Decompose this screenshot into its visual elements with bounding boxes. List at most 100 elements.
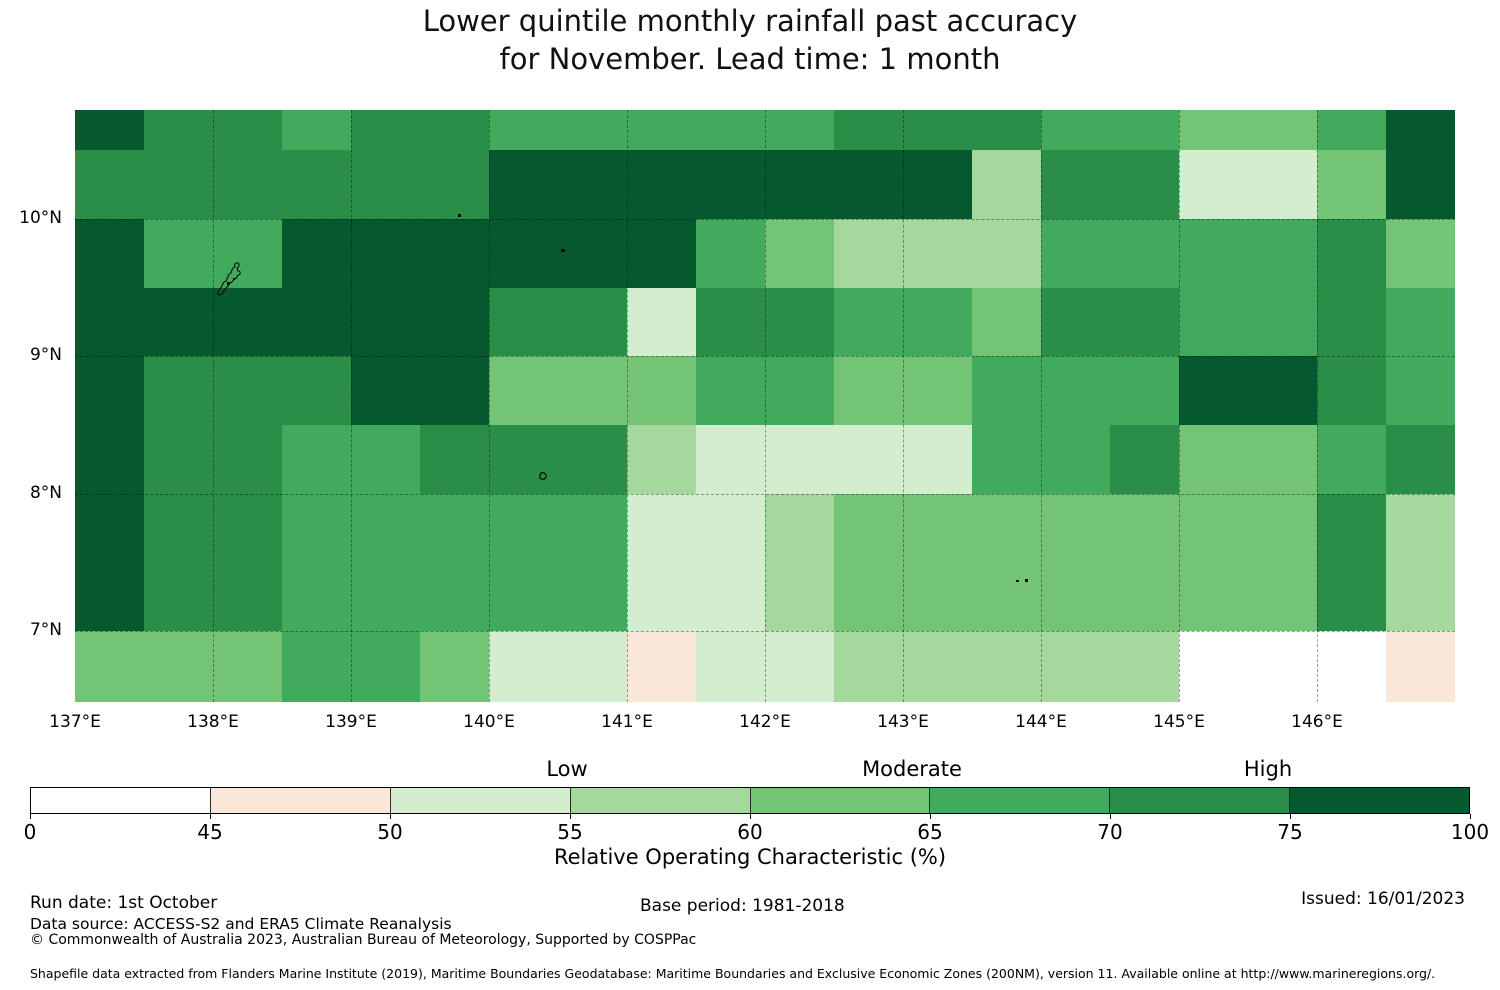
lon-tick-label: 143°E xyxy=(877,712,929,732)
map-cell xyxy=(972,356,1041,425)
map-cell xyxy=(972,288,1041,356)
map-cell xyxy=(1386,219,1455,288)
lat-tick-label: 10°N xyxy=(19,208,62,228)
map-cell xyxy=(75,562,144,631)
map-cell xyxy=(1041,631,1110,702)
map-cell xyxy=(1110,562,1179,631)
map-cell xyxy=(75,425,144,494)
map-cell xyxy=(1386,494,1455,562)
map-cell xyxy=(282,150,351,219)
map-cell xyxy=(1179,288,1248,356)
map-cell xyxy=(420,219,489,288)
colorbar-tick-label: 100 xyxy=(1450,820,1490,844)
colorbar-tick-label: 50 xyxy=(377,820,403,844)
map-cell xyxy=(696,562,765,631)
footer-shapefile-note: Shapefile data extracted from Flanders M… xyxy=(30,966,1436,981)
colorbar-tick-label: 55 xyxy=(557,820,583,844)
map-cell xyxy=(420,494,489,562)
map-cell xyxy=(558,356,627,425)
map-cell xyxy=(765,562,834,631)
map-cell xyxy=(75,494,144,562)
map-cell xyxy=(834,494,903,562)
map-cell xyxy=(1179,110,1248,150)
map-cell xyxy=(1317,494,1386,562)
map-cell xyxy=(558,110,627,150)
map-cell xyxy=(558,219,627,288)
map-cell xyxy=(489,356,558,425)
map-cell xyxy=(903,288,972,356)
map-cell xyxy=(351,150,420,219)
map-cell xyxy=(144,219,213,288)
map-cell xyxy=(627,356,696,425)
map-cell xyxy=(1248,110,1317,150)
map-cell xyxy=(1041,356,1110,425)
map-cell xyxy=(1110,425,1179,494)
chart-title-line2: for November. Lead time: 1 month xyxy=(499,42,1001,76)
chart-title-line1: Lower quintile monthly rainfall past acc… xyxy=(422,4,1078,38)
map-cell xyxy=(972,631,1041,702)
map-cell xyxy=(1041,150,1110,219)
lon-tick-label: 145°E xyxy=(1153,712,1205,732)
colorbar xyxy=(30,787,1470,814)
map-cell xyxy=(834,288,903,356)
map-cell xyxy=(144,110,213,150)
colorbar-tick-mark xyxy=(570,814,571,819)
map-cell xyxy=(1110,150,1179,219)
map-cell xyxy=(765,110,834,150)
map-cell xyxy=(558,288,627,356)
map-cell xyxy=(1248,562,1317,631)
colorbar-segment xyxy=(929,788,1110,813)
colorbar-segment xyxy=(209,788,390,813)
map-cell xyxy=(834,219,903,288)
map-cell xyxy=(903,219,972,288)
map-cell xyxy=(1386,288,1455,356)
map-cell xyxy=(696,631,765,702)
colorbar-tick-mark xyxy=(30,814,31,819)
map-cell xyxy=(1248,631,1317,702)
map-cell xyxy=(489,494,558,562)
map-cell xyxy=(420,110,489,150)
map-cell xyxy=(75,219,144,288)
map-cell xyxy=(765,356,834,425)
map-cell xyxy=(765,425,834,494)
map-cell xyxy=(696,288,765,356)
map-cell xyxy=(903,562,972,631)
map-cell xyxy=(1179,494,1248,562)
map-cell xyxy=(903,425,972,494)
lon-tick-label: 137°E xyxy=(49,712,101,732)
lon-tick-label: 142°E xyxy=(739,712,791,732)
lon-tick-label: 141°E xyxy=(601,712,653,732)
colorbar-tick-mark xyxy=(930,814,931,819)
map-cell xyxy=(420,150,489,219)
map-cell xyxy=(1041,110,1110,150)
map-cell xyxy=(1386,562,1455,631)
map-cell xyxy=(144,288,213,356)
colorbar-segment xyxy=(569,788,750,813)
colorbar-tick-label: 0 xyxy=(23,820,37,844)
map-cell xyxy=(213,425,282,494)
map-cell xyxy=(420,631,489,702)
map-cell xyxy=(144,562,213,631)
colorbar-category-label: High xyxy=(1243,757,1293,781)
map-cell xyxy=(972,425,1041,494)
colorbar-segment xyxy=(749,788,930,813)
map-cell xyxy=(351,219,420,288)
map-cell xyxy=(696,219,765,288)
colorbar-segment xyxy=(31,788,210,813)
map-cell xyxy=(213,631,282,702)
map-cell xyxy=(696,425,765,494)
map-cell xyxy=(213,288,282,356)
map-cell xyxy=(558,631,627,702)
map-cell xyxy=(75,150,144,219)
map-cell xyxy=(558,494,627,562)
map-cell xyxy=(903,494,972,562)
colorbar-tick-mark xyxy=(1110,814,1111,819)
map-cell xyxy=(696,150,765,219)
map-cell xyxy=(765,288,834,356)
map-cell xyxy=(627,425,696,494)
map-cell xyxy=(1110,110,1179,150)
lon-tick-label: 139°E xyxy=(325,712,377,732)
map-cell xyxy=(972,494,1041,562)
map-cell xyxy=(972,110,1041,150)
map-cell xyxy=(1248,219,1317,288)
